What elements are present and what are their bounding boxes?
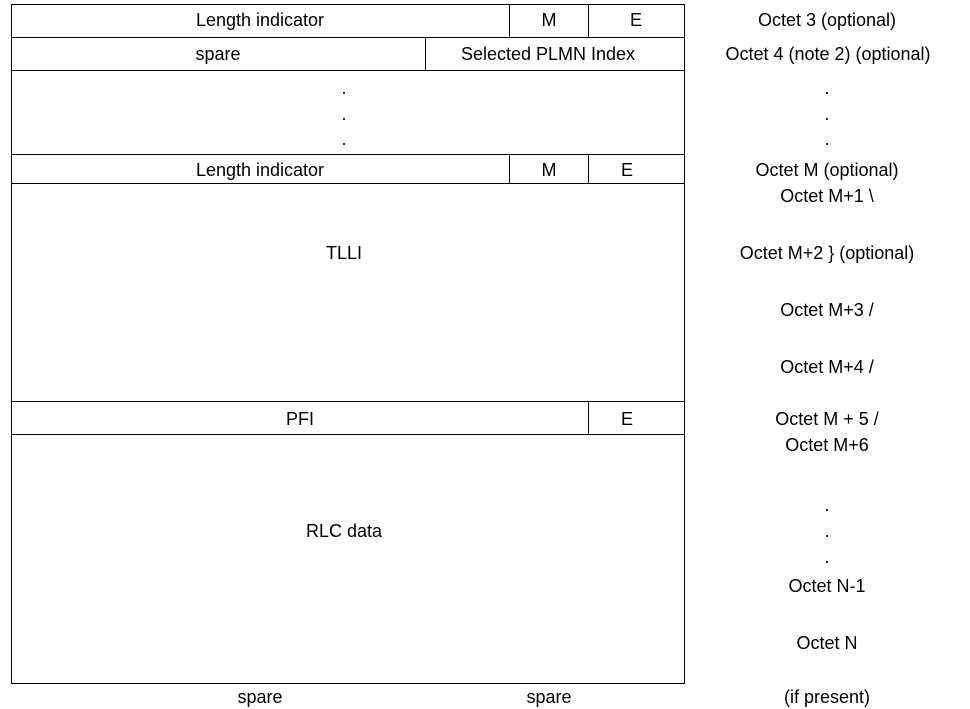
octet-ellipsis-dot: . bbox=[824, 129, 830, 149]
octet-label: Octet 3 (optional) bbox=[757, 10, 897, 30]
row-divider bbox=[11, 70, 685, 71]
row-divider bbox=[11, 401, 685, 402]
field-table-frame bbox=[11, 4, 685, 684]
spare-field: spare bbox=[195, 44, 241, 64]
octet-ellipsis-dot: . bbox=[824, 547, 830, 567]
column-divider bbox=[425, 37, 426, 70]
octet-label: Octet N bbox=[796, 633, 858, 653]
row-divider bbox=[11, 183, 685, 184]
octet-label: Octet M + 5 / bbox=[775, 409, 879, 429]
octet-ellipsis-dot: . bbox=[824, 104, 830, 124]
more-bit-field: M bbox=[541, 10, 557, 30]
octet-label: Octet M+6 bbox=[785, 435, 869, 455]
spare-footer-label: spare bbox=[237, 687, 283, 707]
octet-ellipsis-dot: . bbox=[824, 78, 830, 98]
selected-plmn-index-field: Selected PLMN Index bbox=[460, 44, 636, 64]
column-divider bbox=[588, 401, 589, 434]
ellipsis-dot: . bbox=[341, 104, 347, 124]
pfi-field: PFI bbox=[285, 409, 315, 429]
octet-label: Octet M+4 / bbox=[780, 357, 874, 377]
octet-ellipsis-dot: . bbox=[824, 495, 830, 515]
ellipsis-dot: . bbox=[341, 129, 347, 149]
length-indicator-field: Length indicator bbox=[195, 10, 325, 30]
column-divider bbox=[509, 4, 510, 37]
octet-label: Octet 4 (note 2) (optional) bbox=[725, 44, 931, 64]
column-divider bbox=[588, 4, 589, 37]
tlli-field: TLLI bbox=[325, 243, 363, 263]
rlc-data-field: RLC data bbox=[305, 521, 383, 541]
spare-footer-label: spare bbox=[526, 687, 572, 707]
row-divider bbox=[11, 37, 685, 38]
octet-label: (if present) bbox=[783, 687, 871, 707]
ellipsis-dot: . bbox=[341, 78, 347, 98]
octet-label: Octet M+3 / bbox=[780, 300, 874, 320]
extension-bit-field: E bbox=[629, 10, 643, 30]
extension-bit-field: E bbox=[620, 409, 634, 429]
row-divider bbox=[11, 434, 685, 435]
more-bit-field: M bbox=[541, 160, 557, 180]
length-indicator-field: Length indicator bbox=[195, 160, 325, 180]
octet-label: Octet M+1 \ bbox=[780, 186, 874, 206]
column-divider bbox=[588, 154, 589, 183]
row-divider bbox=[11, 154, 685, 155]
extension-bit-field: E bbox=[620, 160, 634, 180]
octet-label: Octet N-1 bbox=[788, 576, 866, 596]
octet-label: Octet M+2 } (optional) bbox=[739, 243, 915, 263]
octet-label: Octet M (optional) bbox=[755, 160, 899, 180]
octet-ellipsis-dot: . bbox=[824, 521, 830, 541]
column-divider bbox=[509, 154, 510, 183]
